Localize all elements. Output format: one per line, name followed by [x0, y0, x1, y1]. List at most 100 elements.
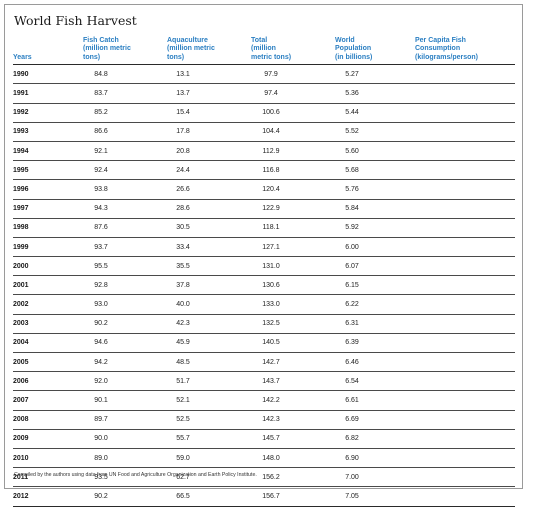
cell-aquaculture: 20.8	[167, 141, 251, 162]
cell-fish-catch-value: 94.6	[94, 339, 108, 347]
cell-fish-catch-value: 93.0	[94, 301, 108, 309]
cell-world-population: 5.27	[335, 64, 415, 85]
cell-world-population: 6.54	[335, 371, 415, 392]
cell-world-population: 7.00	[335, 467, 415, 488]
cell-total-value: 148.0	[262, 454, 280, 462]
cell-year: 2007	[13, 390, 83, 411]
cell-aquaculture-value: 42.3	[176, 320, 190, 328]
cell-world-population: 6.69	[335, 410, 415, 430]
cell-world-population: 5.60	[335, 141, 415, 162]
table-row: 1996 93.8 26.6 120.4 5.76	[13, 179, 515, 200]
cell-aquaculture: 26.6	[167, 179, 251, 200]
fish-harvest-table: Years Fish Catch (million metric tons) Aqu…	[13, 37, 515, 507]
cell-world-population: 5.52	[335, 122, 415, 142]
table-row: 2010 89.0 59.0 148.0 6.90	[13, 448, 515, 469]
cell-world-population-value: 6.39	[345, 339, 359, 347]
cell-year: 1996	[13, 179, 83, 200]
cell-fish-catch-value: 84.8	[94, 70, 108, 78]
cell-total-value: 116.8	[262, 166, 280, 174]
cell-total: 118.1	[251, 218, 335, 238]
cell-fish-catch-value: 92.8	[94, 281, 108, 289]
cell-fish-catch: 94.6	[83, 333, 167, 354]
cell-per-capita	[415, 83, 515, 104]
cell-fish-catch: 93.5	[83, 467, 167, 488]
table-row: 1994 92.1 20.8 112.9 5.60	[13, 141, 515, 162]
cell-world-population-value: 6.54	[345, 377, 359, 385]
cell-per-capita	[415, 333, 515, 354]
header-years: Years	[13, 37, 83, 66]
cell-total-value: 143.7	[262, 377, 280, 385]
cell-total: 140.5	[251, 333, 335, 354]
cell-aquaculture-value: 52.1	[176, 397, 190, 404]
cell-aquaculture: 40.0	[167, 294, 251, 315]
cell-aquaculture: 24.4	[167, 160, 251, 181]
cell-fish-catch: 95.5	[83, 256, 167, 277]
cell-aquaculture-value: 45.9	[176, 339, 190, 347]
cell-world-population: 6.22	[335, 294, 415, 315]
cell-world-population-value: 5.84	[345, 205, 359, 213]
cell-total: 112.9	[251, 141, 335, 162]
table-row: 1990 84.8 13.1 97.9 5.27	[13, 64, 515, 85]
cell-total-value: 100.6	[262, 109, 280, 117]
cell-total: 156.7	[251, 486, 335, 507]
header-per-capita: Per Capita Fish Consumption (kilograms/per…	[415, 37, 515, 66]
cell-total-value: 131.0	[262, 262, 280, 270]
cell-total-value: 120.4	[262, 185, 280, 193]
table-row: 2008 89.7 52.5 142.3 6.69	[13, 410, 515, 430]
cell-year: 1995	[13, 160, 83, 181]
cell-year: 1993	[13, 122, 83, 142]
cell-aquaculture: 42.3	[167, 314, 251, 334]
cell-aquaculture: 17.8	[167, 122, 251, 142]
cell-total: 143.7	[251, 371, 335, 392]
cell-fish-catch: 85.2	[83, 103, 167, 123]
cell-aquaculture-value: 37.8	[176, 281, 190, 289]
cell-fish-catch: 92.0	[83, 371, 167, 392]
cell-fish-catch: 89.0	[83, 448, 167, 469]
cell-fish-catch-value: 90.0	[94, 435, 108, 443]
table-row: 1991 83.7 13.7 97.4 5.36	[13, 83, 515, 104]
cell-aquaculture: 37.8	[167, 275, 251, 296]
cell-fish-catch-value: 89.0	[94, 454, 108, 462]
cell-total-value: 112.9	[262, 147, 280, 155]
cell-per-capita	[415, 467, 515, 488]
cell-fish-catch: 94.3	[83, 199, 167, 219]
cell-fish-catch-value: 92.4	[94, 166, 108, 174]
cell-aquaculture: 48.5	[167, 352, 251, 373]
cell-total: 104.4	[251, 122, 335, 142]
cell-world-population: 6.82	[335, 429, 415, 449]
table-row: 2007 90.1 52.1 142.2 6.61	[13, 390, 515, 411]
source-footnote: Compiled by the authors using data from …	[14, 472, 257, 478]
table-row: 1992 85.2 15.4 100.6 5.44	[13, 103, 515, 123]
table-row: 2003 90.2 42.3 132.5 6.31	[13, 314, 515, 334]
cell-fish-catch: 90.2	[83, 486, 167, 507]
table-row: 2002 93.0 40.0 133.0 6.22	[13, 294, 515, 315]
cell-year: 2008	[13, 410, 83, 430]
cell-aquaculture: 66.5	[167, 486, 251, 507]
cell-aquaculture-value: 24.4	[176, 166, 190, 174]
cell-year: 2010	[13, 448, 83, 469]
cell-total: 97.4	[251, 83, 335, 104]
table-row: 2004 94.6 45.9 140.5 6.39	[13, 333, 515, 354]
cell-aquaculture-value: 17.8	[176, 128, 190, 136]
cell-total: 142.7	[251, 352, 335, 373]
cell-fish-catch-value: 90.1	[94, 397, 108, 404]
cell-total-value: 122.9	[262, 205, 280, 213]
table-row: 1995 92.4 24.4 116.8 5.68	[13, 160, 515, 181]
cell-total-value: 145.7	[262, 435, 280, 443]
cell-total-value: 97.9	[264, 70, 278, 78]
cell-world-population-value: 6.07	[345, 262, 359, 270]
cell-year: 1999	[13, 237, 83, 258]
cell-fish-catch-value: 83.7	[94, 90, 108, 97]
cell-aquaculture: 52.5	[167, 410, 251, 430]
cell-fish-catch-value: 89.7	[94, 416, 108, 424]
cell-world-population: 6.00	[335, 237, 415, 258]
cell-world-population-value: 6.61	[345, 397, 359, 404]
header-aquaculture: Aquaculture (million metric tons)	[167, 37, 251, 66]
cell-fish-catch-value: 90.2	[94, 492, 108, 500]
cell-world-population-value: 5.44	[345, 109, 359, 117]
table-row: 2000 95.5 35.5 131.0 6.07	[13, 256, 515, 277]
table-row: 1999 93.7 33.4 127.1 6.00	[13, 237, 515, 258]
cell-total-value: 133.0	[262, 301, 280, 309]
cell-total: 127.1	[251, 237, 335, 258]
cell-total: 132.5	[251, 314, 335, 334]
